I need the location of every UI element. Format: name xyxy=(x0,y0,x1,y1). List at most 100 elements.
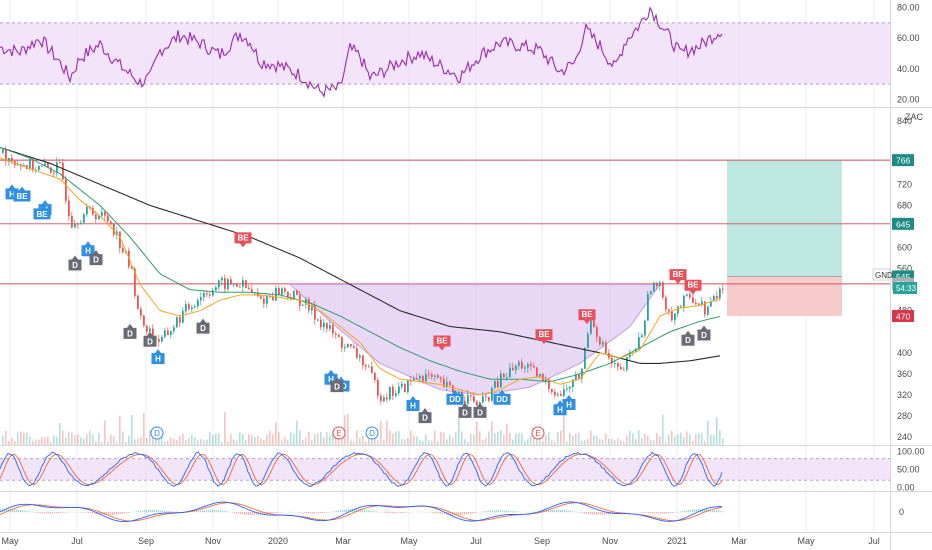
candle xyxy=(563,384,565,398)
macd-histogram-bar xyxy=(386,512,388,513)
macd-histogram-bar xyxy=(654,512,656,514)
macd-histogram-bar xyxy=(470,512,472,514)
macd-histogram-bar xyxy=(158,510,160,513)
stop-loss-zone[interactable] xyxy=(727,276,842,316)
macd-histogram-bar xyxy=(60,512,62,514)
candle xyxy=(38,165,40,172)
pattern-tag-d[interactable]: D xyxy=(458,402,472,418)
volume-bar xyxy=(446,439,448,445)
candle xyxy=(344,343,346,352)
event-marker-e[interactable]: E xyxy=(531,426,545,440)
macd-histogram-bar xyxy=(340,510,342,513)
date-tick-label: May xyxy=(1,536,19,546)
pattern-tag-be[interactable]: BE xyxy=(433,335,451,351)
pattern-tag-dd[interactable]: DD xyxy=(493,389,511,405)
macd-histogram-bar xyxy=(418,511,420,513)
pattern-tag-d[interactable]: D xyxy=(473,402,487,418)
macd-histogram-bar xyxy=(238,512,240,514)
volume-bar xyxy=(338,436,340,445)
date-tick-label: Nov xyxy=(602,536,619,546)
macd-panel: 0 xyxy=(0,501,904,523)
pattern-tag-be[interactable]: BE xyxy=(13,186,31,202)
volume-bar xyxy=(14,440,16,445)
pattern-tag-d[interactable]: D xyxy=(681,330,695,346)
macd-histogram-bar xyxy=(442,512,444,515)
volume-bar xyxy=(653,440,655,445)
pattern-tag-be[interactable]: BE xyxy=(535,329,553,345)
pattern-tag-h[interactable]: H xyxy=(406,396,420,412)
pattern-tag-be[interactable]: BE xyxy=(578,309,596,325)
candle xyxy=(140,306,142,320)
macd-histogram-bar xyxy=(156,510,158,513)
pattern-tag-d[interactable]: D xyxy=(418,408,432,424)
pattern-tag-d[interactable]: D xyxy=(89,250,103,266)
pattern-tag-be[interactable]: BE xyxy=(33,204,51,220)
pattern-tag-h[interactable]: H xyxy=(562,394,576,410)
volume-bar xyxy=(62,430,64,445)
pattern-tag-d[interactable]: D xyxy=(697,325,711,341)
take-profit-zone[interactable] xyxy=(727,160,842,277)
volume-bar xyxy=(68,431,70,445)
price-tick-label: 720 xyxy=(897,179,912,189)
volume-bar xyxy=(470,434,472,445)
pattern-tag-h[interactable]: H xyxy=(553,400,567,416)
pattern-tag-d[interactable]: D xyxy=(330,377,344,393)
candle xyxy=(365,363,367,371)
macd-histogram-bar xyxy=(40,512,42,514)
pattern-tag-d[interactable]: D xyxy=(123,323,137,339)
pattern-tag-h[interactable]: H xyxy=(81,241,95,257)
svg-text:BE: BE xyxy=(672,270,684,279)
macd-histogram-bar xyxy=(702,509,704,513)
candle xyxy=(620,363,622,370)
pattern-tag-d[interactable]: D xyxy=(196,318,210,334)
volume-bar xyxy=(527,439,529,445)
macd-histogram-bar xyxy=(16,509,18,513)
macd-histogram-bar xyxy=(34,512,36,513)
event-marker-e[interactable]: E xyxy=(332,426,346,440)
macd-histogram-bar xyxy=(686,510,688,513)
macd-histogram-bar xyxy=(168,511,170,513)
candle xyxy=(644,319,646,338)
vertical-grid xyxy=(9,0,875,532)
volume-bar xyxy=(482,440,484,445)
volume-bar xyxy=(95,440,97,445)
pattern-tag-be[interactable]: BE xyxy=(684,279,702,295)
pattern-tag-be[interactable]: BE xyxy=(234,232,252,248)
svg-text:DD: DD xyxy=(496,395,508,404)
volume-bar xyxy=(188,438,190,445)
pattern-tag-dd[interactable]: DD xyxy=(446,389,464,405)
candle xyxy=(245,280,247,289)
macd-histogram-bar xyxy=(44,512,46,514)
volume-bar xyxy=(173,438,175,445)
macd-histogram-bar xyxy=(240,512,242,515)
macd-histogram-bar xyxy=(150,509,152,513)
macd-histogram-bar xyxy=(520,511,522,513)
macd-histogram-bar xyxy=(570,510,572,513)
candle xyxy=(575,371,577,381)
macd-histogram-bar xyxy=(602,512,604,515)
macd-histogram-bar xyxy=(438,512,440,514)
event-marker-d[interactable]: D xyxy=(365,426,379,440)
volume-bar xyxy=(125,441,127,445)
pattern-tag-d[interactable]: D xyxy=(143,331,157,347)
rsi-band xyxy=(0,22,890,85)
candle xyxy=(356,344,358,360)
volume-bar xyxy=(266,434,268,445)
macd-histogram-bar xyxy=(696,509,698,513)
macd-histogram-bar xyxy=(232,512,234,513)
candle xyxy=(218,279,220,291)
macd-histogram-bar xyxy=(170,511,172,513)
symbol-badge[interactable] xyxy=(872,268,891,281)
pattern-tag-be[interactable]: BE xyxy=(669,269,687,285)
event-marker-d[interactable]: D xyxy=(150,426,164,440)
volume-bar xyxy=(584,440,586,445)
candle xyxy=(203,290,205,302)
pattern-tag-h[interactable]: H xyxy=(151,349,165,365)
volume-bar xyxy=(116,441,118,445)
candle xyxy=(164,327,166,339)
candle xyxy=(587,331,589,349)
volume-bar xyxy=(359,438,361,445)
macd-histogram-bar xyxy=(288,511,290,513)
pattern-tag-d[interactable]: D xyxy=(68,255,82,271)
